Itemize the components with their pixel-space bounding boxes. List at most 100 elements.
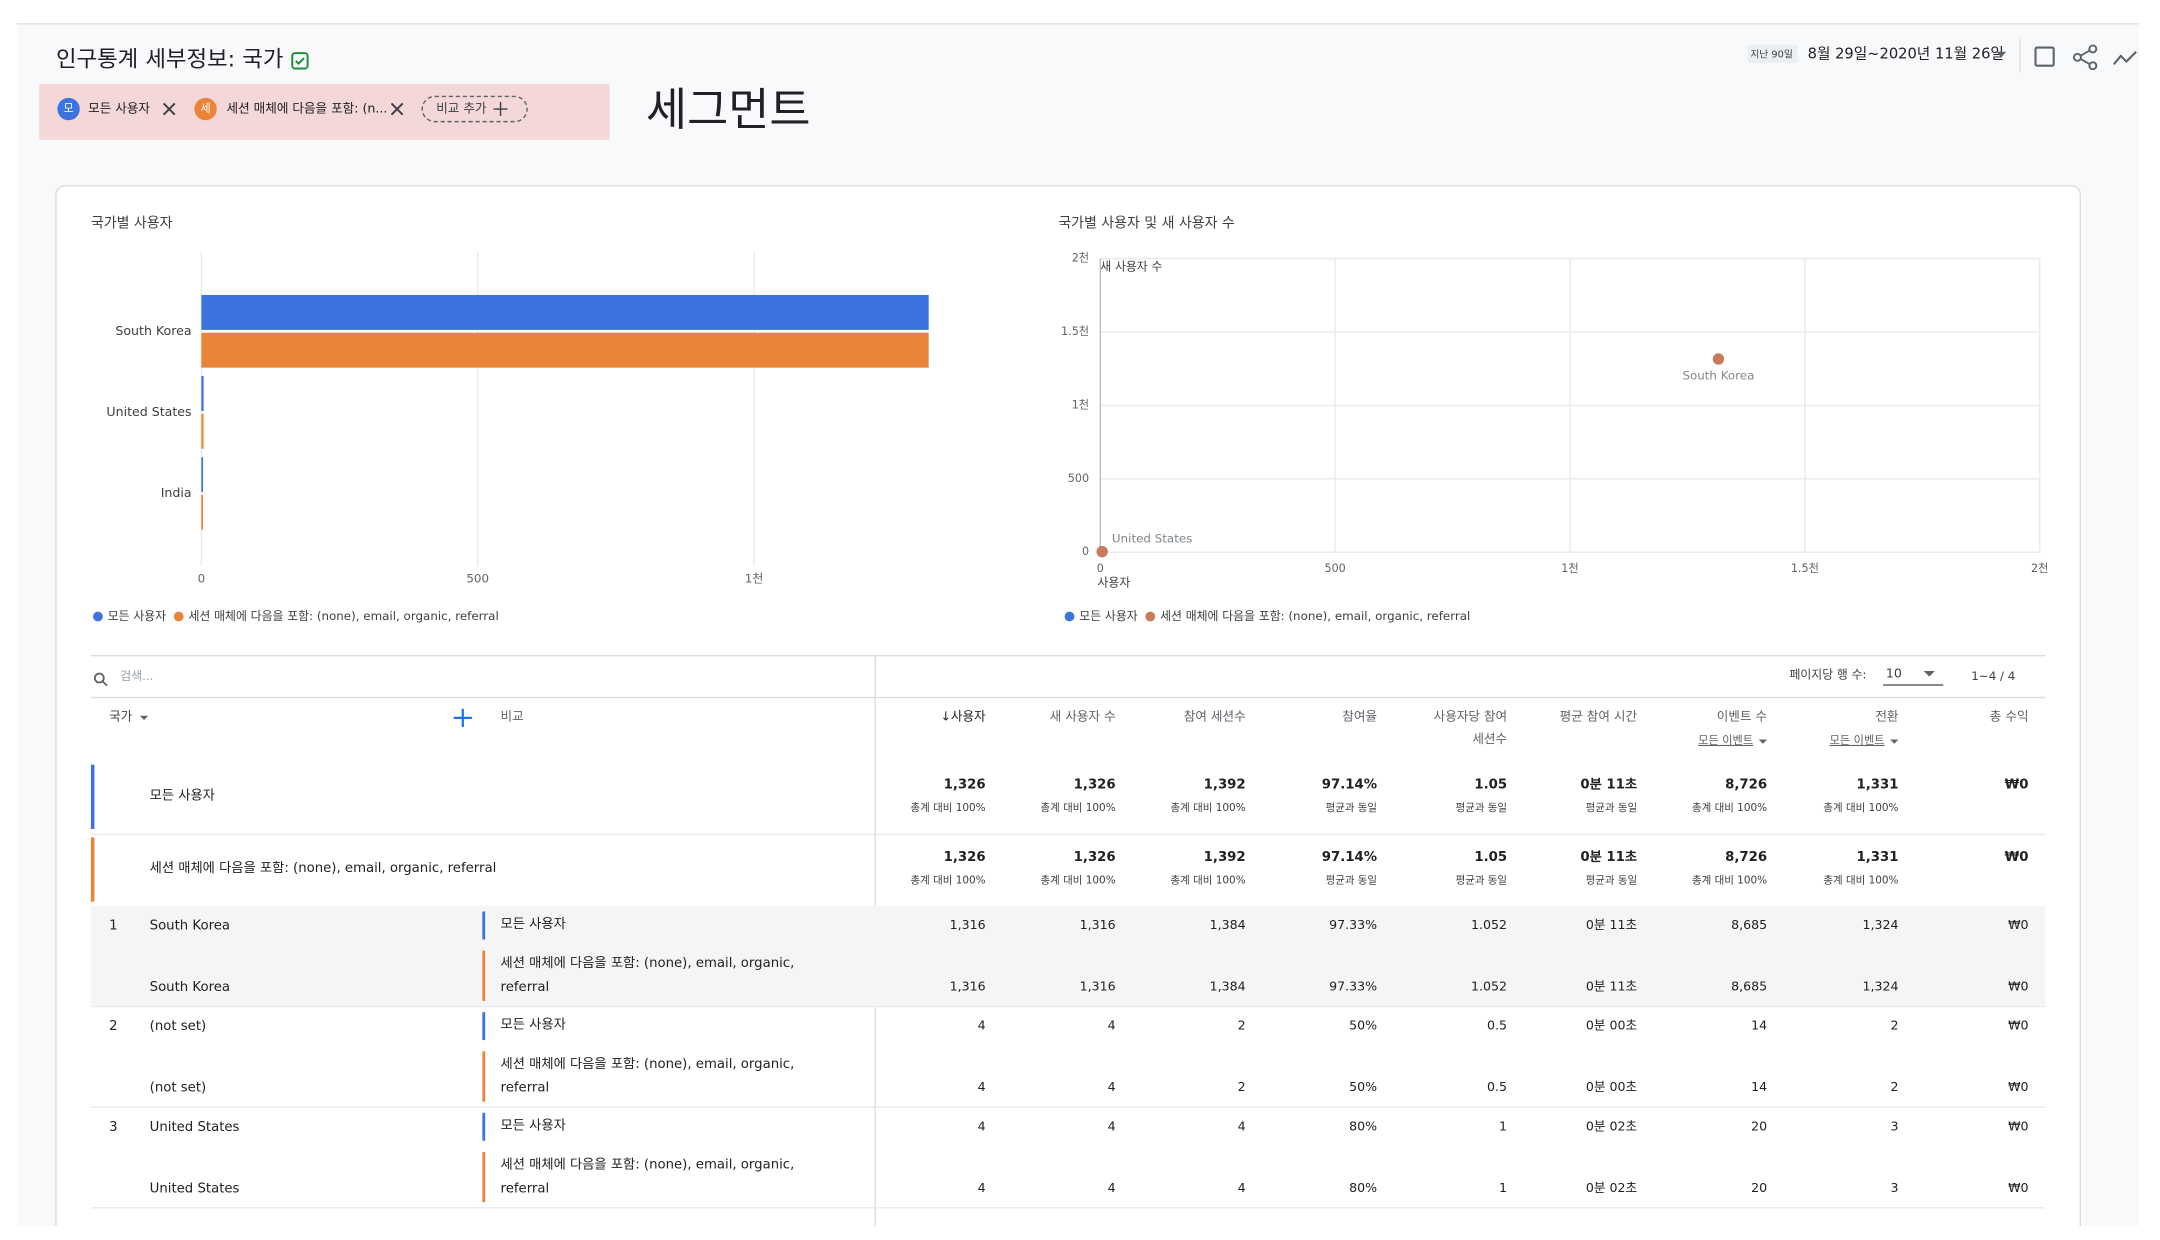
cell-value: 4 <box>978 1018 986 1033</box>
x-tick-label: 1.5천 <box>1791 561 1819 575</box>
country[interactable]: (not set) <box>150 1019 207 1034</box>
total-value: 1,326 <box>944 850 986 865</box>
cell-value: ₩0 <box>2008 1018 2028 1033</box>
search-input[interactable]: 검색... <box>120 669 153 683</box>
country[interactable]: United States <box>150 1181 240 1196</box>
cell-value: 14 <box>1751 1018 1767 1033</box>
column-header[interactable]: 사용자당 참여 <box>1434 709 1507 724</box>
total-note: 총계 대비 100% <box>1041 875 1116 887</box>
total-value: 1,326 <box>944 777 986 792</box>
add-dimension[interactable] <box>453 708 472 727</box>
total-note: 총계 대비 100% <box>911 875 986 887</box>
scatter-point <box>1096 546 1108 558</box>
column-header[interactable]: 총 수익 <box>1990 709 2029 724</box>
country[interactable]: South Korea <box>150 980 230 995</box>
add-compare-chip[interactable] <box>421 95 528 123</box>
cell-value: 4 <box>1108 1180 1116 1195</box>
point-label: South Korea <box>1682 368 1754 382</box>
cell-value: ₩0 <box>2008 978 2028 993</box>
add-compare-label[interactable]: 비교 추가 <box>436 101 487 116</box>
date-range[interactable]: 8월 29일~2020년 11월 26일 <box>1808 46 2004 63</box>
total-note: 총계 대비 100% <box>1823 875 1898 887</box>
column-header[interactable]: 이벤트 수 <box>1717 709 1767 724</box>
segment-marker <box>90 764 95 829</box>
column-header[interactable]: 전환 <box>1875 709 1899 724</box>
cell-value: 4 <box>978 1180 986 1195</box>
column-header[interactable]: 세션수 <box>1472 731 1507 746</box>
legend-swatch <box>1145 611 1156 622</box>
legend-label: 세션 매체에 다음을 포함: (none), email, organic, r… <box>1160 609 1470 623</box>
cell-value: 20 <box>1751 1180 1767 1195</box>
column-header[interactable]: 참여율 <box>1342 709 1377 724</box>
segment-highlight <box>39 83 610 140</box>
country[interactable]: United States <box>150 1120 240 1135</box>
cell-value: 1.052 <box>1471 917 1507 932</box>
point-label: United States <box>1112 532 1192 546</box>
x-tick-label: 2천 <box>2031 561 2048 575</box>
row-rank: 2 <box>109 1019 117 1034</box>
row-rank: 3 <box>109 1120 117 1135</box>
total-value: 1,331 <box>1857 850 1899 865</box>
x-tick-label: 500 <box>1324 562 1345 575</box>
cell-value: 1 <box>1499 1180 1507 1195</box>
cell-value: 4 <box>1238 1118 1246 1133</box>
total-note: 총계 대비 100% <box>1171 802 1246 814</box>
cell-value: 3 <box>1890 1118 1898 1133</box>
total-value: 8,726 <box>1725 777 1767 792</box>
country[interactable]: (not set) <box>150 1081 207 1096</box>
cell-value: 0분 02초 <box>1586 1180 1637 1195</box>
total-note: 평균과 동일 <box>1456 801 1507 814</box>
total-value: ₩0 <box>2005 850 2029 865</box>
total-value: 97.14% <box>1322 850 1377 865</box>
total-note: 총계 대비 100% <box>911 802 986 814</box>
bar <box>201 294 929 330</box>
cell-value: 0분 11초 <box>1586 917 1637 932</box>
total-note: 평균과 동일 <box>1326 801 1377 814</box>
date-prefix-bg <box>1747 44 1798 63</box>
cell-value: 0.5 <box>1487 1079 1507 1094</box>
total-value: 1.05 <box>1474 777 1507 792</box>
cell-value: 80% <box>1349 1118 1377 1133</box>
segment-marker <box>482 950 486 1001</box>
total-note: 평균과 동일 <box>1586 801 1637 814</box>
legend-swatch <box>1064 611 1075 622</box>
column-header[interactable]: ↓사용자 <box>940 709 986 724</box>
country[interactable]: South Korea <box>150 918 230 933</box>
segment-name: referral <box>501 1081 550 1096</box>
bar <box>201 376 204 412</box>
cell-value: 4 <box>1108 1079 1116 1094</box>
chip-label[interactable]: 모든 사용자 <box>88 101 150 116</box>
column-subheader[interactable]: 모든 이벤트 <box>1830 734 1885 747</box>
column-header[interactable]: 새 사용자 수 <box>1050 709 1116 724</box>
x-tick-label: 500 <box>466 571 489 585</box>
edit-report-icon[interactable] <box>2034 46 2055 67</box>
segment-name: 모든 사용자 <box>501 1117 566 1133</box>
chip-remove[interactable] <box>162 102 176 116</box>
dimension-header[interactable]: 국가 <box>109 709 133 724</box>
date-prefix: 지난 90일 <box>1750 49 1792 61</box>
insights-icon[interactable] <box>2112 50 2137 65</box>
category-label: South Korea <box>115 323 191 338</box>
rows-per-page[interactable]: 10 <box>1886 665 1902 680</box>
category-label: India <box>161 485 192 500</box>
column-header[interactable]: 평균 참여 시간 <box>1560 709 1638 724</box>
chart-title: 국가별 사용자 <box>91 216 173 232</box>
x-tick-label: 1천 <box>1561 561 1578 575</box>
segment-name: referral <box>501 1181 550 1196</box>
chart-title: 국가별 사용자 및 새 사용자 수 <box>1058 216 1235 232</box>
rows-per-page-label: 페이지당 행 수: <box>1789 668 1866 682</box>
cell-value: 50% <box>1349 1018 1377 1033</box>
chip-label[interactable]: 세션 매체에 다음을 포함: (n... <box>227 101 388 116</box>
row-highlight <box>90 905 2046 1007</box>
cell-value: ₩0 <box>2008 1180 2028 1195</box>
column-header[interactable]: 참여 세션수 <box>1184 709 1246 724</box>
total-value: 1.05 <box>1474 850 1507 865</box>
rows-dropdown[interactable] <box>1923 671 1935 677</box>
segment-name: 세션 매체에 다음을 포함: (none), email, organic, <box>501 1157 795 1173</box>
cell-value: 1,384 <box>1210 978 1246 993</box>
chip-remove[interactable] <box>390 102 404 116</box>
share-icon[interactable] <box>2072 44 2098 71</box>
y-axis-label: 새 사용자 수 <box>1100 260 1162 274</box>
column-subheader[interactable]: 모든 이벤트 <box>1698 734 1753 747</box>
date-dropdown[interactable] <box>1996 51 2007 58</box>
